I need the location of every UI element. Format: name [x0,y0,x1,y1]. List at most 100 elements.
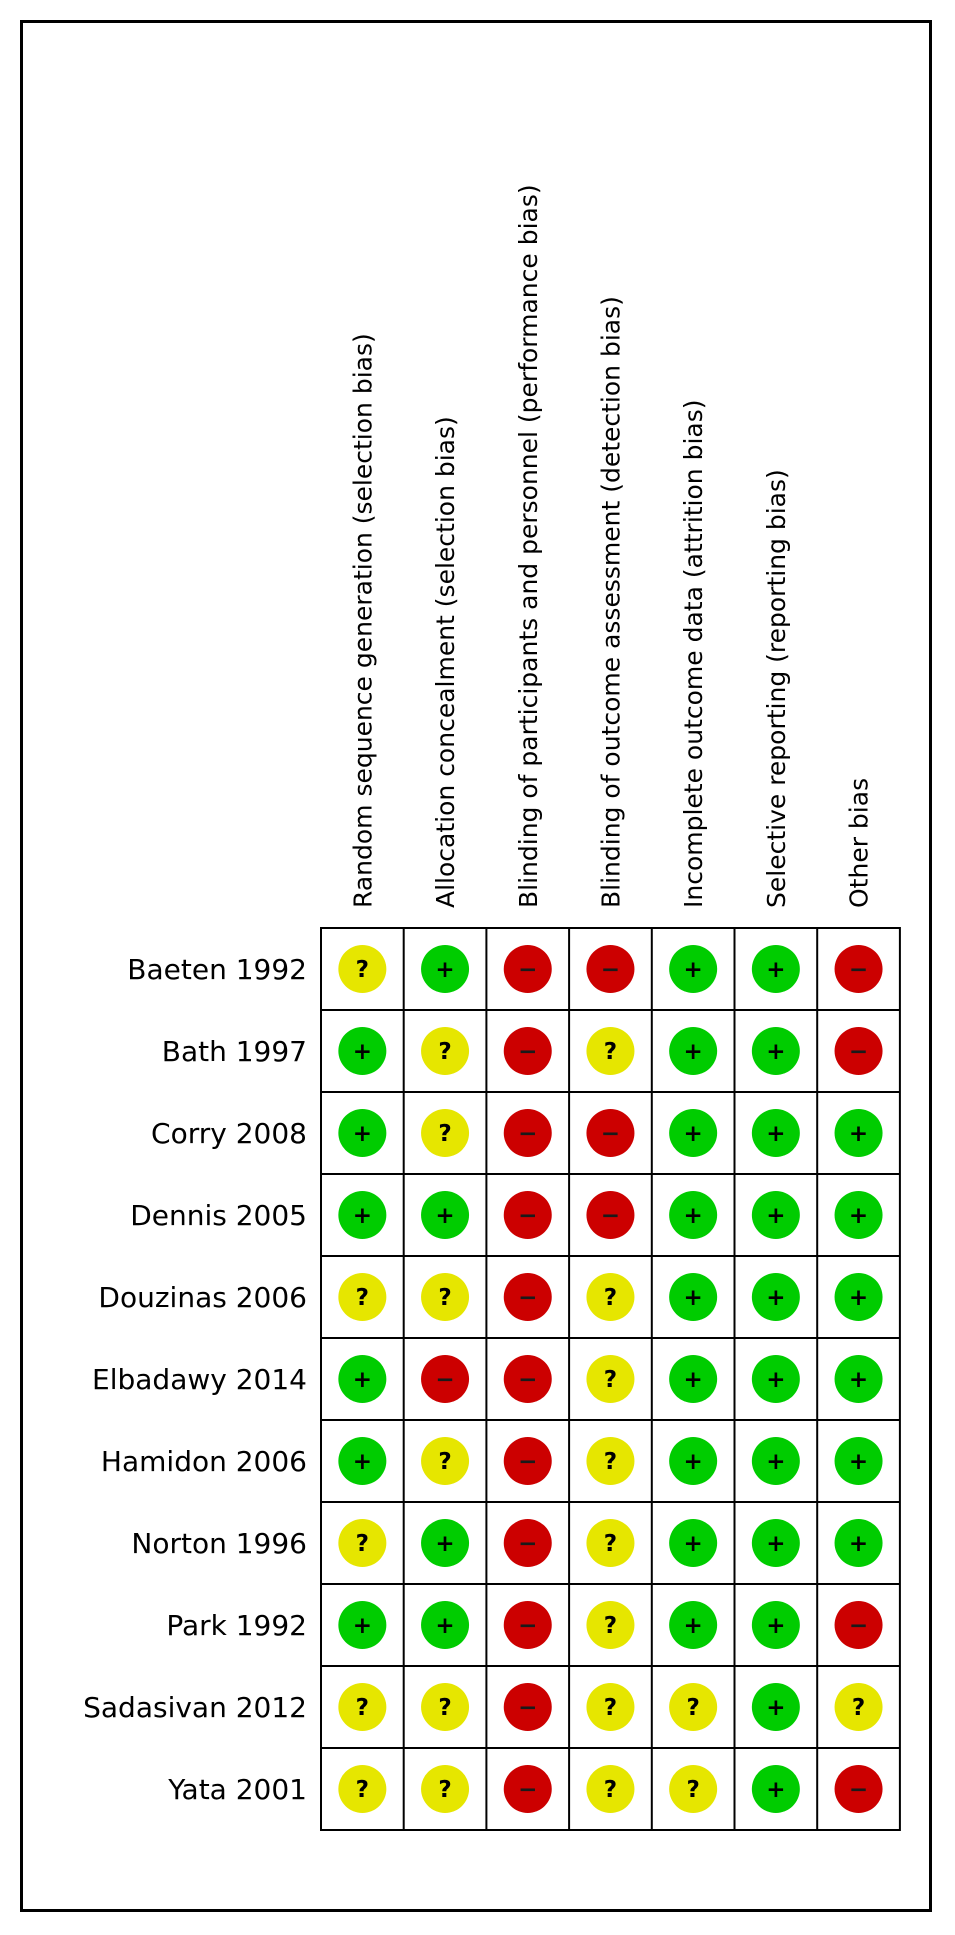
judgement-high-circle [834,1601,883,1649]
judgement-low-cell: + [751,1765,800,1813]
judgement-low-cell: + [421,1519,470,1567]
judgement-low-circle [338,1191,387,1239]
study-label: Elbadawy 2014 [92,1363,307,1396]
judgement-high-symbol: − [435,1367,454,1393]
risk-of-bias-chart: Random sequence generation (selection bi… [83,184,901,1831]
judgement-low-circle [338,1109,387,1157]
judgement-unclear-cell: ? [586,1273,635,1321]
judgement-high-symbol: − [849,1039,868,1065]
judgement-low-symbol: + [766,1367,785,1393]
judgement-unclear-circle [586,1765,635,1813]
judgement-high-cell: − [503,1765,552,1813]
judgement-high-circle [503,945,552,993]
judgement-low-cell: + [669,945,718,993]
judgement-high-circle [834,1765,883,1813]
judgement-unclear-cell: ? [669,1765,718,1813]
judgement-low-circle [834,1355,883,1403]
judgement-low-symbol: + [766,1121,785,1147]
judgement-low-symbol: + [353,1121,372,1147]
study-label: Douzinas 2006 [98,1281,307,1314]
judgement-unclear-symbol: ? [604,1695,617,1721]
domain-label: Blinding of participants and personnel (… [514,184,543,908]
judgement-high-cell: − [834,945,883,993]
judgement-unclear-cell: ? [586,1355,635,1403]
judgement-unclear-symbol: ? [686,1777,699,1803]
judgement-low-cell: + [669,1519,718,1567]
study-label: Corry 2008 [151,1117,307,1150]
judgement-unclear-cell: ? [421,1765,470,1813]
judgement-high-cell: − [503,1683,552,1731]
judgement-unclear-circle [421,1683,470,1731]
judgement-unclear-circle [421,1765,470,1813]
judgement-high-cell: − [503,1109,552,1157]
study-label: Yata 2001 [167,1773,307,1806]
judgement-unclear-symbol: ? [438,1695,451,1721]
judgement-low-cell: + [751,1683,800,1731]
domain-label: Other bias [845,778,874,908]
judgement-high-cell: − [503,945,552,993]
judgement-high-circle [586,1109,635,1157]
judgement-high-symbol: − [518,1777,537,1803]
grid-border [320,927,901,1831]
judgement-low-symbol: + [684,957,703,983]
judgement-unclear-cell: ? [421,1683,470,1731]
judgement-unclear-symbol: ? [438,1449,451,1475]
judgement-high-circle [503,1765,552,1813]
judgement-unclear-cell: ? [338,945,387,993]
judgement-low-circle [338,1437,387,1485]
judgement-unclear-cell: ? [338,1683,387,1731]
judgement-low-cell: + [834,1437,883,1485]
judgement-unclear-circle [669,1683,718,1731]
judgement-unclear-symbol: ? [604,1777,617,1803]
judgement-high-symbol: − [601,1203,620,1229]
judgement-unclear-symbol: ? [686,1695,699,1721]
judgement-low-circle [669,1437,718,1485]
judgement-low-circle [751,1109,800,1157]
judgement-low-symbol: + [766,1285,785,1311]
judgement-high-cell: − [586,945,635,993]
judgement-low-circle [669,1027,718,1075]
judgement-low-circle [338,1355,387,1403]
judgement-unclear-circle [338,1519,387,1567]
judgement-unclear-circle [338,1273,387,1321]
judgement-low-symbol: + [353,1449,372,1475]
judgement-low-symbol: + [849,1449,868,1475]
judgement-high-circle [503,1355,552,1403]
judgement-low-symbol: + [435,1203,454,1229]
judgement-high-cell: − [503,1191,552,1239]
judgement-low-symbol: + [849,1285,868,1311]
judgement-unclear-circle [586,1355,635,1403]
judgement-high-cell: − [503,1027,552,1075]
judgement-high-cell: − [586,1109,635,1157]
judgement-unclear-cell: ? [669,1683,718,1731]
judgement-unclear-symbol: ? [438,1777,451,1803]
judgement-unclear-cell: ? [586,1519,635,1567]
judgement-low-cell: + [834,1109,883,1157]
judgement-low-circle [669,1355,718,1403]
judgement-low-cell: + [751,1109,800,1157]
judgement-unclear-symbol: ? [356,1285,369,1311]
judgement-unclear-cell: ? [586,1683,635,1731]
judgement-low-circle [669,1601,718,1649]
judgement-unclear-cell: ? [338,1519,387,1567]
judgement-low-cell: + [338,1109,387,1157]
judgement-low-cell: + [834,1519,883,1567]
judgement-unclear-cell: ? [421,1027,470,1075]
judgement-high-symbol: − [849,1777,868,1803]
judgement-high-circle [586,945,635,993]
judgement-low-symbol: + [353,1613,372,1639]
judgement-high-symbol: − [601,957,620,983]
judgement-high-circle [503,1437,552,1485]
judgement-high-cell: − [586,1191,635,1239]
judgement-low-symbol: + [766,1695,785,1721]
judgement-low-circle [751,1355,800,1403]
judgement-unclear-cell: ? [834,1683,883,1731]
domain-label: Allocation concealment (selection bias) [431,416,460,908]
judgement-high-cell: − [834,1027,883,1075]
judgement-low-circle [834,1519,883,1567]
judgement-unclear-circle [421,1109,470,1157]
judgement-high-circle [586,1191,635,1239]
judgement-unclear-symbol: ? [604,1449,617,1475]
judgement-unclear-circle [586,1683,635,1731]
judgement-high-symbol: − [518,1367,537,1393]
